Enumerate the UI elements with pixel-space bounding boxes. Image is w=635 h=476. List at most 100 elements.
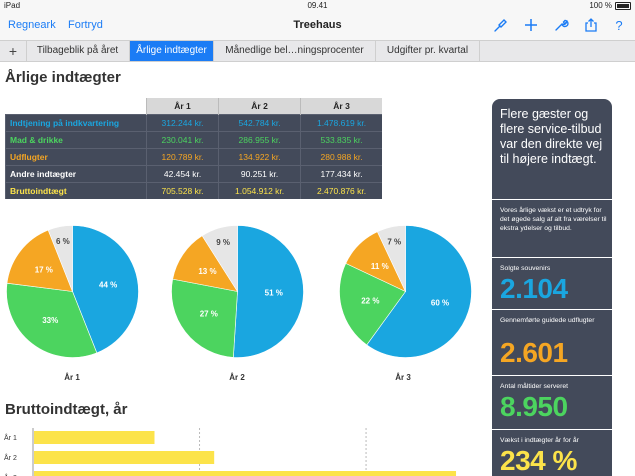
sidebar-intro: Vores årlige vækst er et udtryk for det … <box>500 207 607 232</box>
pie-slice[interactable] <box>6 282 98 358</box>
help-icon[interactable]: ? <box>615 18 623 33</box>
pie-slice-label: 13 % <box>198 267 216 276</box>
pie-chart-year-1[interactable]: 44 % 33% 17 % 6 % <box>5 224 140 359</box>
stat-souvenirs-value: 2.104 <box>500 273 568 304</box>
stat-excursions-value: 2.601 <box>500 337 568 368</box>
wrench-icon[interactable] <box>552 17 570 35</box>
table-corner-cell <box>5 98 147 115</box>
table-cell[interactable]: 42.454 kr. <box>145 165 219 183</box>
table-row: Mad & drikke 230.041 kr. 286.955 kr. 533… <box>5 131 382 149</box>
table-cell[interactable]: 2.470.876 kr. <box>300 182 382 199</box>
status-bar: iPad 09.41 100 % <box>0 0 635 12</box>
revenue-table: År 1 År 2 År 3 Indtjening på indkvarteri… <box>5 98 382 199</box>
status-time: 09.41 <box>307 1 328 10</box>
table-cell[interactable]: 1.054.912 kr. <box>218 182 301 199</box>
pie-slice-label: 44 % <box>99 281 117 290</box>
pie-slice-label: 60 % <box>431 299 449 308</box>
bar-chart[interactable]: År 1 År 2 År 3 <box>0 425 480 476</box>
category-label: År 1 <box>4 433 17 442</box>
sheet-tab-bar: + Tilbageblik på året Årlige indtægter M… <box>0 40 635 62</box>
table-cell[interactable]: 280.988 kr. <box>300 148 382 166</box>
pie-slice[interactable] <box>47 225 73 292</box>
column-header[interactable]: År 2 <box>218 98 301 115</box>
pie-title: År 2 <box>229 373 245 382</box>
row-label[interactable]: Udflugter <box>5 148 147 166</box>
device-label: iPad <box>4 1 21 10</box>
table-row: Udflugter 120.789 kr. 134.922 kr. 280.98… <box>5 148 382 166</box>
pie-slice-label: 51 % <box>265 289 283 298</box>
bar-chart-title: Bruttoindtægt, år <box>5 401 128 418</box>
pie-slice[interactable] <box>376 225 406 292</box>
table-cell[interactable]: 312.244 kr. <box>145 114 219 132</box>
row-label[interactable]: Mad & drikke <box>5 131 147 149</box>
table-cell[interactable]: 90.251 kr. <box>218 165 301 183</box>
tab-aarlige-indtaegter[interactable]: Årlige indtægter <box>130 41 214 61</box>
category-label: År 2 <box>4 453 17 462</box>
tab-maanedlige[interactable]: Månedlige bel…ningsprocenter <box>214 41 376 61</box>
pie-slice[interactable] <box>171 278 238 358</box>
battery-status: 100 % <box>589 1 631 10</box>
stat-label: Antal måltider serveret <box>500 383 568 390</box>
divider <box>492 375 612 376</box>
stat-meals-value: 8.950 <box>500 391 568 422</box>
sidebar-headline: Flere gæster og flere service-tilbud var… <box>500 107 603 166</box>
pie-slice[interactable] <box>201 225 238 293</box>
table-cell[interactable]: 542.784 kr. <box>218 114 301 132</box>
table-cell[interactable]: 134.922 kr. <box>218 148 301 166</box>
tab-tilbageblik[interactable]: Tilbageblik på året <box>26 41 130 61</box>
pie-title: År 1 <box>64 373 80 382</box>
column-header[interactable]: År 3 <box>300 98 382 115</box>
table-row: Indtjening på indkvartering 312.244 kr. … <box>5 114 382 132</box>
table-cell[interactable]: 120.789 kr. <box>145 148 219 166</box>
stat-label: Vækst i indtægter år for år <box>500 437 579 444</box>
bar[interactable] <box>34 431 155 444</box>
table-header-row: År 1 År 2 År 3 <box>5 98 382 115</box>
pie-slice[interactable] <box>366 225 472 358</box>
pie-slice-label: 9 % <box>216 238 230 247</box>
tab-udgifter[interactable]: Udgifter pr. kvartal <box>376 41 480 61</box>
table-row: Bruttoindtægt 705.528 kr. 1.054.912 kr. … <box>5 182 382 199</box>
pie-slice-label: 11 % <box>371 262 389 271</box>
pie-chart-year-2[interactable]: 51 % 27 % 13 % 9 % <box>170 224 305 359</box>
pie-slice-label: 17 % <box>35 265 53 274</box>
table-cell[interactable]: 177.434 kr. <box>300 165 382 183</box>
row-label[interactable]: Bruttoindtægt <box>5 182 147 199</box>
spreadsheets-button[interactable]: Regneark <box>8 19 56 31</box>
page-title: Årlige indtægter <box>5 69 121 86</box>
pie-slice[interactable] <box>233 225 304 358</box>
pie-slice-label: 22 % <box>361 297 379 306</box>
divider <box>492 429 612 430</box>
stat-label: Solgte souvenirs <box>500 265 551 272</box>
column-header[interactable]: År 1 <box>145 98 219 115</box>
row-label[interactable]: Indtjening på indkvartering <box>5 114 147 132</box>
divider <box>492 199 612 200</box>
table-cell[interactable]: 286.955 kr. <box>218 131 301 149</box>
undo-button[interactable]: Fortryd <box>68 19 103 31</box>
plus-icon[interactable] <box>522 17 540 35</box>
table-cell[interactable]: 705.528 kr. <box>145 182 219 199</box>
pie-slice-label: 27 % <box>200 310 218 319</box>
pie-slice-label: 6 % <box>56 237 70 246</box>
pie-slice[interactable] <box>72 225 139 354</box>
category-label: År 3 <box>4 473 17 476</box>
divider <box>492 309 612 310</box>
table-cell[interactable]: 533.835 kr. <box>300 131 382 149</box>
pie-chart-year-3[interactable]: 60 % 22 % 11 % 7 % <box>338 224 473 359</box>
share-icon[interactable] <box>582 17 600 35</box>
table-cell[interactable]: 230.041 kr. <box>145 131 219 149</box>
document-title: Treehaus <box>293 19 342 31</box>
table-cell[interactable]: 1.478.619 kr. <box>300 114 382 132</box>
battery-icon <box>615 1 631 10</box>
bar[interactable] <box>34 451 215 464</box>
pie-title: År 3 <box>395 373 411 382</box>
divider <box>492 257 612 258</box>
row-label[interactable]: Andre indtægter <box>5 165 147 183</box>
summary-sidebar: Flere gæster og flere service-tilbud var… <box>492 99 612 476</box>
pie-slice[interactable] <box>6 229 73 292</box>
add-sheet-button[interactable]: + <box>0 41 27 61</box>
paintbrush-icon[interactable] <box>492 17 510 35</box>
toolbar: Regneark Fortryd Treehaus ? <box>0 12 635 40</box>
bar[interactable] <box>34 471 457 476</box>
stat-growth-value: 234 % <box>500 445 577 476</box>
battery-percent: 100 % <box>589 1 612 10</box>
